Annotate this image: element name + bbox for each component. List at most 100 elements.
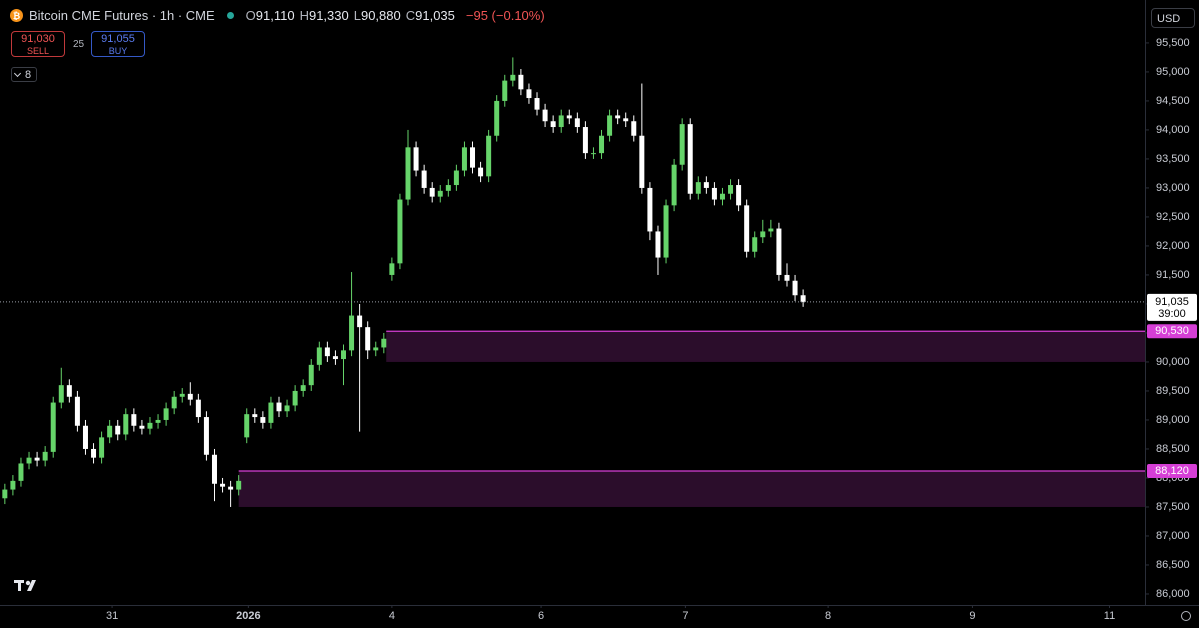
zone-label-box: [1147, 324, 1197, 339]
candle-body: [236, 480, 242, 490]
candle-body: [736, 185, 742, 206]
candle-body: [615, 115, 621, 119]
candle-body: [687, 124, 693, 194]
y-tick-label: 87,000: [1156, 530, 1190, 542]
candle-body: [123, 414, 129, 435]
candle-body: [550, 121, 556, 128]
x-tick-label: 7: [682, 610, 688, 622]
candle-body: [776, 228, 782, 275]
candle-body: [99, 437, 105, 458]
x-tick-label: 9: [969, 610, 975, 622]
y-tick-label: 94,000: [1156, 124, 1190, 136]
countdown: 39:00: [1158, 308, 1186, 320]
sell-label: SELL: [26, 46, 50, 56]
candle-body: [50, 402, 56, 452]
candle-body: [34, 457, 40, 461]
candle-body: [470, 147, 476, 168]
candle-body: [792, 280, 798, 296]
candle-body: [308, 364, 314, 386]
candle-body: [171, 396, 177, 409]
x-tick-label: 2026: [236, 610, 260, 622]
ohlc-key: H: [299, 8, 309, 23]
candle-body: [695, 182, 701, 194]
buy-label: BUY: [108, 46, 128, 56]
last-price-label: 91,035: [1155, 296, 1189, 308]
candle-body: [574, 118, 580, 128]
candle-body: [276, 402, 282, 412]
y-tick-label: 93,500: [1156, 153, 1190, 165]
price-change: −95 (−0.10%): [465, 8, 545, 23]
candle-body: [655, 231, 661, 258]
candle-body: [445, 185, 451, 191]
spread: 25: [73, 39, 85, 50]
candle-body: [349, 315, 355, 351]
candle-body: [486, 135, 492, 177]
candle-body: [437, 190, 443, 197]
candle-body: [66, 385, 72, 397]
candle-body: [332, 356, 338, 360]
candle-body: [461, 147, 467, 171]
candle-body: [195, 399, 201, 418]
candle-body: [671, 164, 677, 206]
zone-label: 90,530: [1155, 325, 1189, 337]
candle-body: [373, 347, 379, 351]
candle-body: [252, 414, 258, 418]
candle-body: [10, 480, 16, 490]
candle-body: [647, 187, 653, 232]
candle-body: [679, 124, 685, 165]
candle-body: [760, 231, 766, 238]
candle-body: [542, 109, 548, 122]
sell-price: 91,030: [21, 33, 55, 45]
candle-body: [18, 463, 24, 481]
candle-body: [82, 425, 88, 449]
candle-body: [631, 121, 637, 136]
candle-body: [623, 118, 629, 122]
candle-body: [203, 417, 209, 455]
candle-body: [284, 405, 290, 412]
candle-body: [292, 390, 298, 406]
currency-select[interactable]: USD: [1151, 8, 1195, 28]
candle-body: [397, 199, 403, 264]
ohlc-key: O: [245, 8, 256, 23]
candle-body: [703, 182, 709, 188]
x-tick-label: 11: [1104, 610, 1115, 622]
candle-body: [381, 338, 387, 348]
candle-body: [147, 422, 153, 429]
candle-body: [260, 417, 266, 423]
y-tick-label: 94,500: [1156, 95, 1190, 107]
indicators-toggle[interactable]: 8: [11, 67, 37, 82]
candle-body: [663, 205, 669, 258]
buy-button[interactable]: 91,055 BUY: [91, 31, 145, 57]
ohlc-value: 91,330: [308, 8, 349, 23]
zone-label-box: [1147, 464, 1197, 479]
sell-button[interactable]: 91,030 SELL: [11, 31, 65, 57]
y-tick-label: 86,500: [1156, 559, 1190, 571]
candle-body: [2, 489, 8, 499]
candle-body: [429, 187, 435, 197]
candle-body: [518, 74, 524, 90]
candle-body: [244, 414, 250, 438]
y-tick-label: 90,000: [1156, 356, 1190, 368]
candle-body: [719, 193, 725, 200]
zone-label: 88,120: [1155, 465, 1189, 477]
zone: [386, 331, 1145, 362]
x-tick-label: 31: [106, 610, 118, 622]
symbol-icon: ₿: [10, 9, 23, 22]
candle-body: [300, 385, 306, 391]
candle-body: [139, 425, 145, 429]
candle-body: [558, 115, 564, 128]
candle-body: [131, 414, 137, 426]
candle-body: [389, 263, 395, 275]
symbol-title[interactable]: Bitcoin CME Futures · 1h · CME: [29, 8, 215, 23]
candle-body: [502, 80, 508, 101]
candle-body: [228, 486, 234, 490]
settings-icon[interactable]: [1181, 611, 1191, 621]
candle-body: [607, 115, 613, 136]
candle-body: [357, 315, 363, 328]
candle-body: [728, 185, 734, 194]
candle-body: [74, 396, 80, 426]
symbol-header: ₿ Bitcoin CME Futures · 1h · CME O91,110…: [10, 8, 550, 23]
candle-body: [187, 393, 193, 400]
candle-body: [421, 170, 427, 188]
